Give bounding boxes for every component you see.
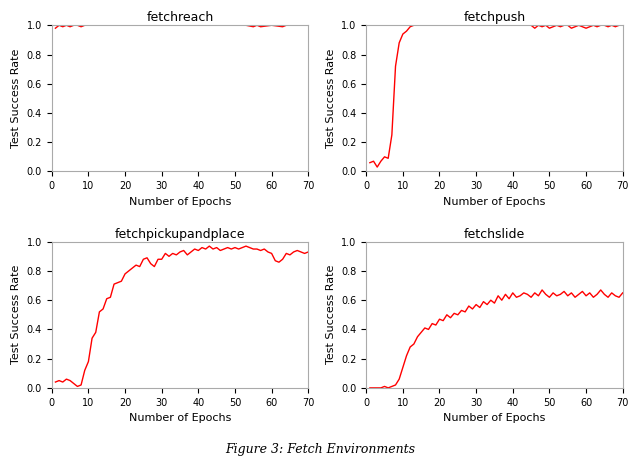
Y-axis label: Test Success Rate: Test Success Rate xyxy=(11,49,21,148)
Title: fetchpush: fetchpush xyxy=(463,11,525,24)
X-axis label: Number of Epochs: Number of Epochs xyxy=(444,197,546,207)
Text: Figure 3: Fetch Environments: Figure 3: Fetch Environments xyxy=(225,443,415,456)
Title: fetchslide: fetchslide xyxy=(464,228,525,241)
Title: fetchpickupandplace: fetchpickupandplace xyxy=(115,228,245,241)
Title: fetchreach: fetchreach xyxy=(147,11,214,24)
X-axis label: Number of Epochs: Number of Epochs xyxy=(129,197,231,207)
X-axis label: Number of Epochs: Number of Epochs xyxy=(129,413,231,423)
Y-axis label: Test Success Rate: Test Success Rate xyxy=(326,49,335,148)
Y-axis label: Test Success Rate: Test Success Rate xyxy=(326,265,335,365)
Y-axis label: Test Success Rate: Test Success Rate xyxy=(11,265,21,365)
X-axis label: Number of Epochs: Number of Epochs xyxy=(444,413,546,423)
